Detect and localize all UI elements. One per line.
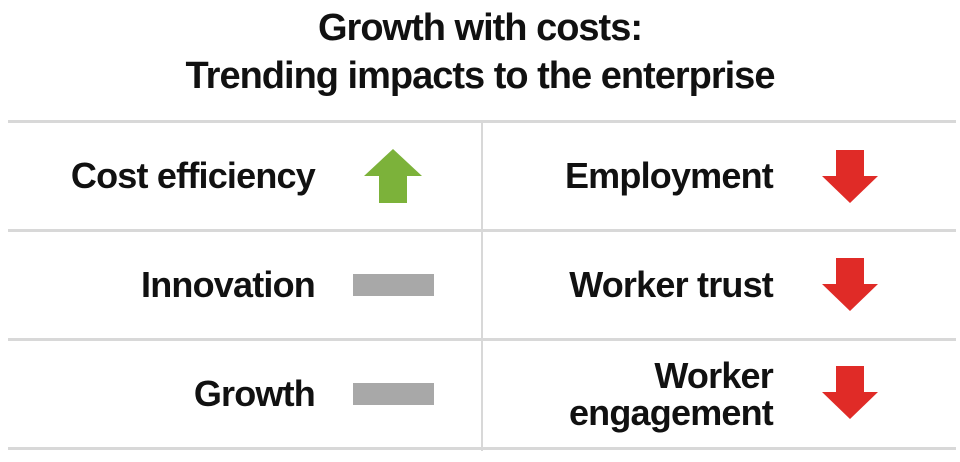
arrow-up-icon	[364, 149, 422, 203]
chart-title: Growth with costs: Trending impacts to t…	[0, 4, 960, 100]
label-worker-engagement-line-2: engagement	[568, 392, 774, 433]
row-worker-engagement: Worker engagement	[485, 341, 774, 447]
row-cost-efficiency: Cost efficiency	[20, 123, 316, 229]
label-worker-engagement-line-1: Worker	[654, 355, 773, 396]
title-line-2: Trending impacts to the enterprise	[185, 55, 776, 97]
dash-icon	[353, 274, 434, 296]
label-employment: Employment	[564, 155, 774, 196]
dash-icon	[353, 383, 434, 405]
label-worker-engagement: Worker engagement	[568, 355, 774, 433]
label-worker-trust: Worker trust	[569, 264, 774, 305]
row-innovation: Innovation	[20, 232, 316, 338]
label-innovation: Innovation	[141, 264, 316, 305]
row-growth: Growth	[20, 341, 316, 447]
arrow-down-icon	[822, 366, 878, 419]
arrow-down-icon	[822, 150, 878, 203]
label-growth: Growth	[193, 373, 316, 414]
divider-center	[481, 121, 483, 451]
title-line-1: Growth with costs:	[318, 7, 643, 49]
row-employment: Employment	[485, 123, 774, 229]
label-cost-efficiency: Cost efficiency	[70, 155, 316, 196]
row-worker-trust: Worker trust	[485, 232, 774, 338]
arrow-down-icon	[822, 258, 878, 311]
